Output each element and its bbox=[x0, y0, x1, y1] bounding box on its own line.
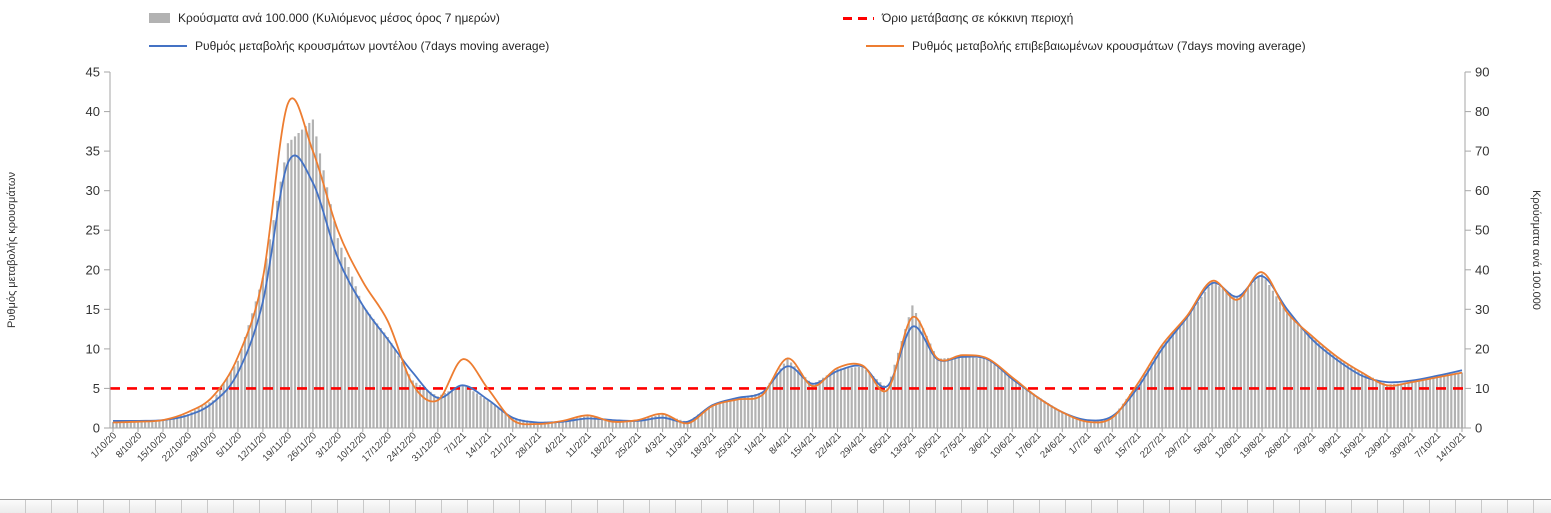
svg-text:5: 5 bbox=[93, 381, 100, 396]
svg-text:12/8/21: 12/8/21 bbox=[1213, 430, 1243, 460]
svg-text:26/8/21: 26/8/21 bbox=[1263, 430, 1293, 460]
svg-text:10: 10 bbox=[86, 341, 100, 356]
svg-text:60: 60 bbox=[1475, 183, 1489, 198]
svg-text:13/5/21: 13/5/21 bbox=[888, 430, 918, 460]
svg-text:20: 20 bbox=[86, 262, 100, 277]
legend-label-model-rate: Ρυθμός μεταβολής κρουσμάτων μοντέλου (7d… bbox=[195, 39, 550, 53]
svg-text:20: 20 bbox=[1475, 341, 1489, 356]
spreadsheet-row-strip bbox=[0, 499, 1551, 513]
dashed-line-swatch bbox=[843, 16, 874, 20]
svg-text:17/6/21: 17/6/21 bbox=[1013, 430, 1043, 460]
svg-text:0: 0 bbox=[93, 421, 100, 436]
svg-text:40: 40 bbox=[1475, 262, 1489, 277]
svg-text:30/9/21: 30/9/21 bbox=[1388, 430, 1418, 460]
svg-text:18/2/21: 18/2/21 bbox=[589, 430, 619, 460]
svg-text:25/3/21: 25/3/21 bbox=[713, 430, 743, 460]
svg-text:50: 50 bbox=[1475, 223, 1489, 238]
left-axis-title: Ρυθμός μεταβολής κρουσμάτων bbox=[6, 172, 18, 328]
orange-line-swatch bbox=[866, 45, 904, 47]
svg-text:0: 0 bbox=[1475, 421, 1482, 436]
svg-text:25: 25 bbox=[86, 223, 100, 238]
svg-text:70: 70 bbox=[1475, 144, 1489, 159]
bar-series-swatch bbox=[149, 13, 170, 23]
svg-text:11/3/21: 11/3/21 bbox=[664, 430, 694, 460]
svg-text:10/6/21: 10/6/21 bbox=[988, 430, 1018, 460]
legend-item-confirmed-rate: Ρυθμός μεταβολής επιβεβαιωμένων κρουσμάτ… bbox=[866, 39, 1306, 53]
svg-text:23/9/21: 23/9/21 bbox=[1363, 430, 1393, 460]
svg-text:25/2/21: 25/2/21 bbox=[614, 430, 644, 460]
svg-text:80: 80 bbox=[1475, 104, 1489, 119]
legend-label-red-threshold: Όριο μετάβασης σε κόκκινη περιοχή bbox=[882, 11, 1074, 25]
svg-text:22/4/21: 22/4/21 bbox=[813, 430, 843, 460]
svg-text:21/1/21: 21/1/21 bbox=[489, 430, 519, 460]
svg-text:27/5/21: 27/5/21 bbox=[938, 430, 968, 460]
svg-text:40: 40 bbox=[86, 104, 100, 119]
svg-text:10: 10 bbox=[1475, 381, 1489, 396]
svg-text:24/6/21: 24/6/21 bbox=[1038, 430, 1068, 460]
svg-text:90: 90 bbox=[1475, 65, 1489, 80]
svg-text:45: 45 bbox=[86, 65, 100, 80]
legend-label-confirmed-rate: Ρυθμός μεταβολής επιβεβαιωμένων κρουσμάτ… bbox=[912, 39, 1306, 53]
svg-text:18/3/21: 18/3/21 bbox=[689, 430, 719, 460]
legend-item-cases-per-100k: Κρούσματα ανά 100.000 (Κυλιόμενος μέσος … bbox=[149, 11, 500, 25]
svg-text:29/7/21: 29/7/21 bbox=[1163, 430, 1193, 460]
svg-text:30: 30 bbox=[1475, 302, 1489, 317]
svg-text:30: 30 bbox=[86, 183, 100, 198]
legend-item-red-threshold: Όριο μετάβασης σε κόκκινη περιοχή bbox=[843, 11, 1073, 25]
svg-text:2/9/21: 2/9/21 bbox=[1292, 430, 1318, 456]
legend-label-cases-per-100k: Κρούσματα ανά 100.000 (Κυλιόμενος μέσος … bbox=[178, 11, 500, 25]
svg-text:15/4/21: 15/4/21 bbox=[788, 430, 818, 460]
legend-item-model-rate: Ρυθμός μεταβολής κρουσμάτων μοντέλου (7d… bbox=[149, 39, 549, 53]
svg-text:14/1/21: 14/1/21 bbox=[464, 430, 494, 460]
right-axis-title: Κρούσματα ανά 100.000 bbox=[1530, 190, 1542, 310]
blue-line-swatch bbox=[149, 45, 187, 47]
svg-text:16/9/21: 16/9/21 bbox=[1338, 430, 1368, 460]
svg-text:1/7/21: 1/7/21 bbox=[1067, 430, 1093, 456]
svg-text:19/8/21: 19/8/21 bbox=[1238, 430, 1268, 460]
svg-text:15/7/21: 15/7/21 bbox=[1113, 430, 1143, 460]
svg-text:35: 35 bbox=[86, 144, 100, 159]
svg-text:1/4/21: 1/4/21 bbox=[742, 430, 768, 456]
svg-text:28/1/21: 28/1/21 bbox=[514, 430, 544, 460]
svg-text:11/2/21: 11/2/21 bbox=[564, 430, 594, 460]
svg-text:15: 15 bbox=[86, 302, 100, 317]
svg-text:29/4/21: 29/4/21 bbox=[838, 430, 868, 460]
svg-text:22/7/21: 22/7/21 bbox=[1138, 430, 1168, 460]
svg-text:20/5/21: 20/5/21 bbox=[913, 430, 943, 460]
